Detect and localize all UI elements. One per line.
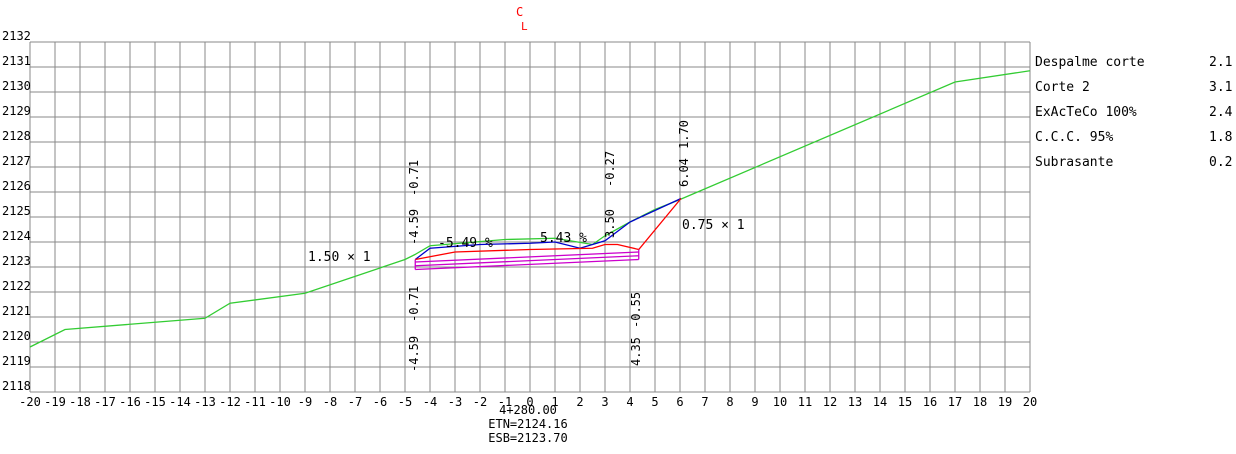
x-tick-label: 7 xyxy=(701,395,708,409)
x-tick-label: 12 xyxy=(823,395,837,409)
y-tick-label: 2120 xyxy=(2,329,31,343)
x-tick-label: -7 xyxy=(348,395,362,409)
y-axis-ticks: 2132 2131 2130 2129 2128 2127 2126 2125 2124 2123… xyxy=(2,29,31,393)
left-grade-label: -5.49 % xyxy=(438,236,493,251)
profile-lines xyxy=(29,70,1031,348)
legend-value: 0.2 xyxy=(1209,155,1232,170)
legend-value: 2.4 xyxy=(1209,105,1233,120)
y-tick-label: 2118 xyxy=(2,379,31,393)
y-tick-label: 2119 xyxy=(2,354,31,368)
x-tick-label: 20 xyxy=(1023,395,1037,409)
x-tick-label: -1 xyxy=(498,395,512,409)
right-grade-label: 5.43 % xyxy=(540,231,587,246)
grid xyxy=(29,41,1031,393)
x-tick-label: 16 xyxy=(923,395,937,409)
x-tick-label: 5 xyxy=(651,395,658,409)
y-tick-label: 2130 xyxy=(2,79,31,93)
x-tick-label: 18 xyxy=(973,395,987,409)
x-tick-label: -12 xyxy=(219,395,241,409)
x-tick-label: -19 xyxy=(44,395,66,409)
x-tick-label: -3 xyxy=(448,395,462,409)
x-tick-label: -9 xyxy=(298,395,312,409)
right-mid-diff: -0.27 xyxy=(603,151,617,187)
layers-line xyxy=(415,258,639,271)
centerline-marker: C L xyxy=(516,5,528,33)
x-tick-label: 4 xyxy=(626,395,633,409)
layers-line xyxy=(415,255,639,267)
x-tick-label: -10 xyxy=(269,395,291,409)
y-tick-label: 2121 xyxy=(2,304,31,318)
legend-value: 2.1 xyxy=(1209,55,1232,70)
x-tick-label: -14 xyxy=(169,395,191,409)
y-tick-label: 2126 xyxy=(2,179,31,193)
left-slope-label: 1.50 × 1 xyxy=(308,250,371,265)
x-tick-label: 11 xyxy=(798,395,812,409)
legend-label: Corte 2 xyxy=(1035,80,1090,95)
x-tick-label: 14 xyxy=(873,395,887,409)
x-tick-label: -8 xyxy=(323,395,337,409)
x-tick-label: -15 xyxy=(144,395,166,409)
legend-label: Despalme corte xyxy=(1035,55,1145,70)
left-top-offset: -4.59 xyxy=(407,209,421,245)
centerline-subscript: L xyxy=(521,20,528,33)
x-tick-label: 8 xyxy=(726,395,733,409)
x-tick-label: -4 xyxy=(423,395,437,409)
subgrade-line xyxy=(414,197,682,261)
cut-line xyxy=(415,198,682,261)
x-tick-label: 2 xyxy=(576,395,583,409)
x-axis-ticks: -20 -19 -18 -17 -16 -15 -14 -13 -12 -11 -10 -9 -8 -7-… xyxy=(19,395,1037,409)
x-tick-label: -6 xyxy=(373,395,387,409)
right-top-offset: 6.04 xyxy=(677,158,691,187)
x-tick-label: 13 xyxy=(848,395,862,409)
right-bottom-offset: 4.35 xyxy=(629,337,643,366)
x-tick-label: -2 xyxy=(473,395,487,409)
etn-label: ETN=2124.16 xyxy=(488,417,567,431)
layers-line xyxy=(415,251,639,263)
x-tick-label: -20 xyxy=(19,395,41,409)
esb-label: ESB=2123.70 xyxy=(488,431,567,445)
legend-label: Subrasante xyxy=(1035,155,1113,170)
right-mid-offset: 3.50 xyxy=(603,209,617,238)
y-tick-label: 2124 xyxy=(2,229,31,243)
legend-label: ExAcTeCo 100% xyxy=(1035,105,1137,120)
right-slope-label: 0.75 × 1 xyxy=(682,218,745,233)
right-top-diff: 1.70 xyxy=(677,120,691,149)
y-tick-label: 2122 xyxy=(2,279,31,293)
x-tick-label: -5 xyxy=(398,395,412,409)
x-tick-label: 19 xyxy=(998,395,1012,409)
legend-label: C.C.C. 95% xyxy=(1035,130,1113,145)
x-tick-label: 3 xyxy=(601,395,608,409)
y-tick-label: 2123 xyxy=(2,254,31,268)
legend-value: 1.8 xyxy=(1209,130,1232,145)
y-tick-label: 2128 xyxy=(2,129,31,143)
x-tick-label: -11 xyxy=(244,395,266,409)
centerline-symbol: C xyxy=(516,5,523,19)
legend-value: 3.1 xyxy=(1209,80,1232,95)
x-tick-label: -13 xyxy=(194,395,216,409)
x-tick-label: -16 xyxy=(119,395,141,409)
y-tick-label: 2131 xyxy=(2,54,31,68)
x-tick-label: 10 xyxy=(773,395,787,409)
y-tick-label: 2127 xyxy=(2,154,31,168)
x-tick-label: 6 xyxy=(676,395,683,409)
x-tick-label: 0 xyxy=(526,395,533,409)
legend: Despalme corte 2.1 Corte 2 3.1 ExAcTeCo … xyxy=(1035,55,1233,170)
left-top-diff: -0.71 xyxy=(407,160,421,196)
x-tick-label: 9 xyxy=(751,395,758,409)
x-tick-label: 1 xyxy=(551,395,558,409)
right-bottom-diff: -0.55 xyxy=(629,292,643,328)
x-tick-label: 15 xyxy=(898,395,912,409)
x-tick-label: -18 xyxy=(69,395,91,409)
x-tick-label: 17 xyxy=(948,395,962,409)
left-bottom-offset: -4.59 xyxy=(407,336,421,372)
station-label: 4+280.00 xyxy=(499,403,557,417)
left-bottom-diff: -0.71 xyxy=(407,286,421,322)
y-tick-label: 2132 xyxy=(2,29,31,43)
y-tick-label: 2129 xyxy=(2,104,31,118)
x-tick-label: -17 xyxy=(94,395,116,409)
y-tick-label: 2125 xyxy=(2,204,31,218)
